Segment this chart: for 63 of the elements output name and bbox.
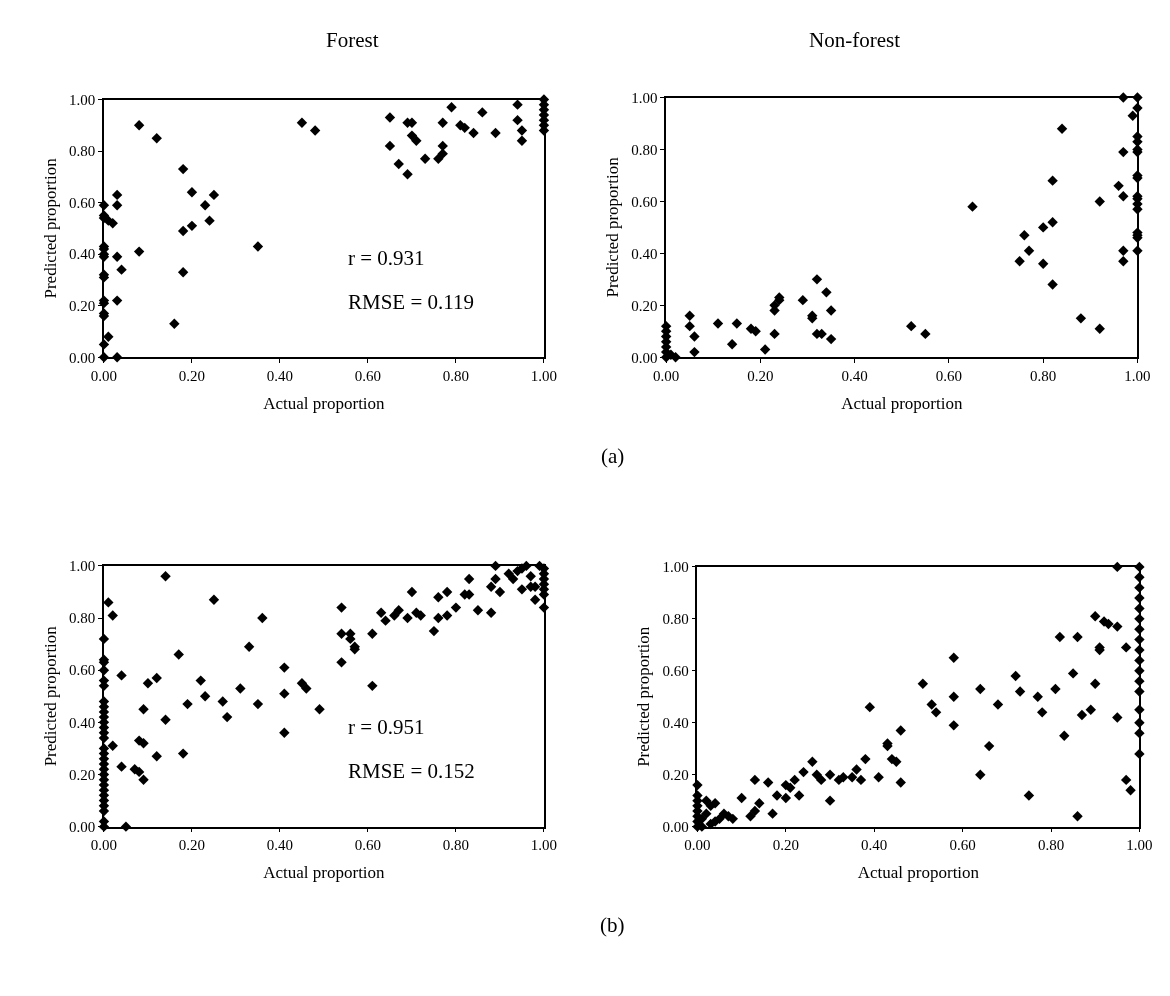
y-tick-label: 0.80 <box>68 143 96 160</box>
y-tick-label: 0.80 <box>68 610 96 627</box>
x-tick-label: 0.00 <box>90 368 118 385</box>
text: (a) <box>601 444 625 468</box>
y-axis-title: Predicted proportion <box>40 157 60 299</box>
x-tick-label: 1.00 <box>1124 368 1151 385</box>
text: (b) <box>600 913 625 937</box>
y-tick-label: 0.40 <box>68 246 96 263</box>
x-tick-label: 0.40 <box>266 368 294 385</box>
y-tick-label: 0.00 <box>68 349 96 366</box>
x-tick-label: 0.40 <box>266 837 294 854</box>
x-tick-label: 1.00 <box>530 368 558 385</box>
annotation: r = 0.951 <box>348 715 425 739</box>
y-tick-label: 0.20 <box>631 297 658 314</box>
y-axis-title: Predicted proportion <box>40 625 60 767</box>
x-axis-title: Actual proportion <box>263 863 386 883</box>
y-tick-label: 0.40 <box>662 714 689 731</box>
x-axis-title: Actual proportion <box>263 393 386 413</box>
x-tick-label: 0.20 <box>178 837 206 854</box>
x-tick-label: 0.20 <box>747 368 774 385</box>
x-tick-label: 0.80 <box>1030 368 1057 385</box>
y-tick-label: 0.60 <box>68 194 96 211</box>
y-tick-label: 0.60 <box>68 662 96 679</box>
y-tick-label: 1.00 <box>631 89 658 106</box>
x-tick-label: 0.60 <box>354 837 382 854</box>
y-tick-label: 0.80 <box>631 141 658 158</box>
x-axis-title: Actual proportion <box>841 393 963 413</box>
y-tick-label: 0.00 <box>68 818 96 835</box>
x-tick-label: 1.00 <box>1126 837 1153 854</box>
y-tick-label: 1.00 <box>68 91 96 108</box>
x-tick-label: 0.80 <box>442 837 470 854</box>
y-tick-label: 1.00 <box>662 559 689 576</box>
x-tick-label: 1.00 <box>530 837 558 854</box>
y-tick-label: 0.40 <box>68 714 96 731</box>
y-tick-label: 0.20 <box>662 766 689 783</box>
annotation: r = 0.931 <box>348 246 425 270</box>
y-tick-label: 0.40 <box>631 245 658 262</box>
chart-title: Non-forest <box>809 28 901 52</box>
y-tick-label: 1.00 <box>68 558 96 575</box>
y-tick-label: 0.00 <box>631 349 658 366</box>
x-tick-label: 0.40 <box>841 368 868 385</box>
x-axis-title: Actual proportion <box>857 863 980 883</box>
x-tick-label: 0.20 <box>772 837 799 854</box>
y-tick-label: 0.20 <box>68 297 96 314</box>
annotation: RMSE = 0.152 <box>348 759 475 783</box>
x-tick-label: 0.20 <box>178 368 206 385</box>
x-tick-label: 0.60 <box>935 368 963 385</box>
x-tick-label: 0.60 <box>354 368 382 385</box>
x-tick-label: 0.40 <box>861 837 888 854</box>
y-tick-label: 0.00 <box>662 818 689 835</box>
chart-title: Forest <box>326 28 379 52</box>
x-tick-label: 0.80 <box>442 368 470 385</box>
y-tick-label: 0.60 <box>662 663 689 680</box>
x-tick-label: 0.00 <box>684 837 711 854</box>
x-tick-label: 0.00 <box>90 837 118 854</box>
y-tick-label: 0.20 <box>68 766 96 783</box>
y-tick-label: 0.60 <box>631 193 658 210</box>
x-tick-label: 0.60 <box>949 837 976 854</box>
y-axis-title: Predicted proportion <box>634 626 654 767</box>
annotation: RMSE = 0.119 <box>348 290 474 314</box>
y-tick-label: 0.80 <box>662 611 689 628</box>
y-axis-title: Predicted proportion <box>603 156 623 298</box>
x-tick-label: 0.80 <box>1037 837 1065 854</box>
